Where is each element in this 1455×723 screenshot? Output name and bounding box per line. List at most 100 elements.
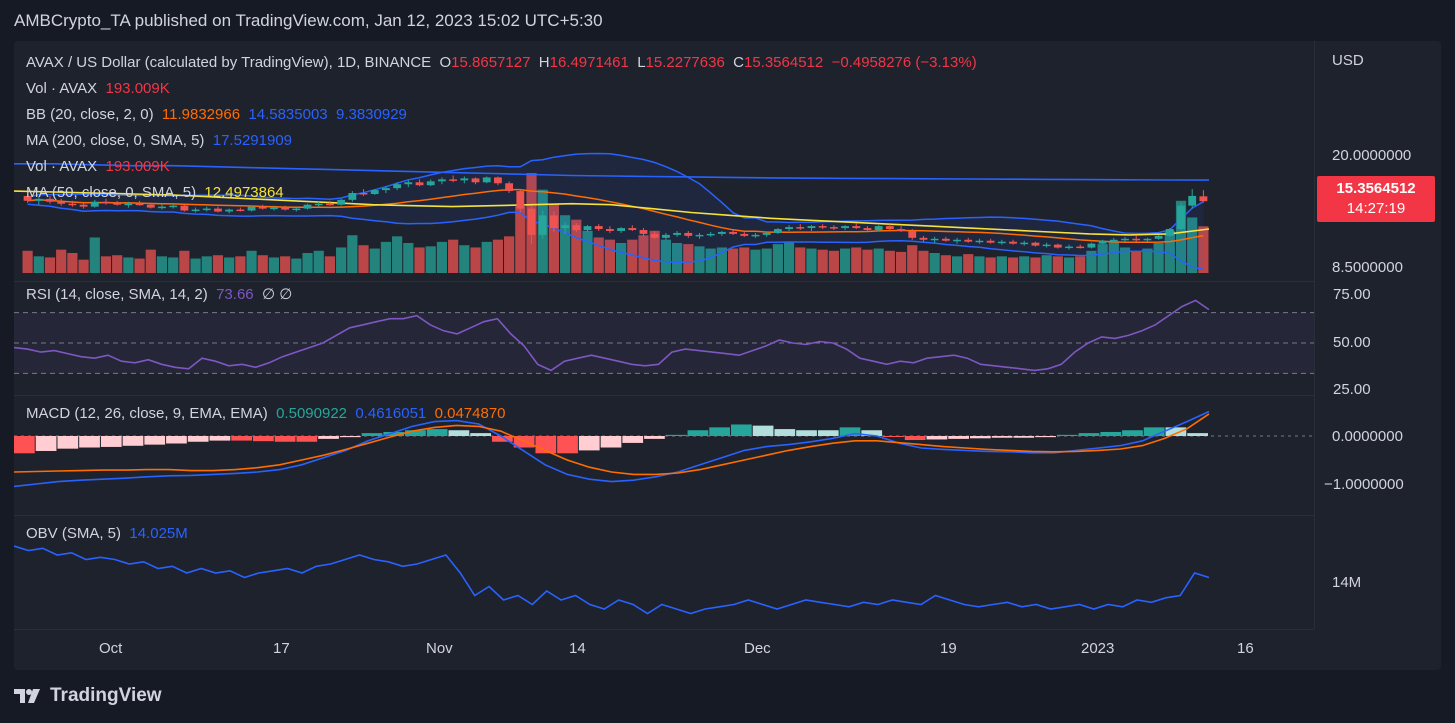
candle-body <box>1031 242 1040 246</box>
macd-histogram-bar <box>405 430 426 436</box>
tradingview-brand[interactable]: TradingView <box>14 685 162 707</box>
candle-body <box>941 238 950 241</box>
macd-histogram-bar <box>904 436 926 441</box>
legend-bb-row[interactable]: BB (20, close, 2, 0) 11.9832966 14.58350… <box>26 106 407 124</box>
legend-ma200-row[interactable]: MA (200, close, 0, SMA, 5) 17.5291909 <box>26 132 292 150</box>
x-tick-nov: Nov <box>426 640 453 657</box>
chart-svg[interactable] <box>14 41 1441 670</box>
candle-body <box>382 188 390 191</box>
volume-bar <box>280 256 291 273</box>
publish-title: AMBCrypto_TA published on TradingView.co… <box>14 11 603 30</box>
volume-bar <box>235 256 246 273</box>
chart-area[interactable]: AVAX / US Dollar (calculated by TradingV… <box>14 41 1441 670</box>
volume-bar <box>1086 250 1097 273</box>
legend-volume-row[interactable]: Vol · AVAX 193.009K <box>26 80 170 98</box>
macd-histogram-bar <box>426 429 448 436</box>
high-value: 16.4971461 <box>549 54 629 71</box>
candle-body <box>673 232 682 235</box>
obv-label: OBV (SMA, 5) <box>26 525 122 542</box>
candle-body <box>68 203 77 206</box>
candle-body <box>270 207 278 210</box>
candle-body <box>549 215 558 229</box>
change-value: −0.4958276 (−3.13%) <box>831 54 977 71</box>
candle-body <box>818 226 827 228</box>
volume-bar <box>1175 200 1187 273</box>
volume-bar <box>1075 256 1086 273</box>
candle-body <box>1177 205 1185 230</box>
legend-rsi-row[interactable]: RSI (14, close, SMA, 14, 2) 73.66 ∅ ∅ <box>26 286 292 304</box>
rsi-tick-25: 25.00 <box>1333 381 1371 398</box>
macd-histogram-bar <box>383 431 405 436</box>
volume-label: Vol · AVAX <box>26 80 98 97</box>
candle-body <box>124 203 133 206</box>
macd-hist-value: 0.5090922 <box>276 405 347 422</box>
volume-bar <box>358 245 369 273</box>
rsi-tick-75: 75.00 <box>1333 286 1371 303</box>
open-value: 15.8657127 <box>451 54 531 71</box>
volume-bar <box>190 258 201 273</box>
volume-bar <box>548 204 560 273</box>
volume-bar <box>851 247 862 273</box>
macd-tick-0: 0.0000000 <box>1332 428 1403 445</box>
volume-bar <box>504 236 515 273</box>
candle-body <box>79 204 88 207</box>
volume-bar <box>571 219 582 273</box>
candle-body <box>247 206 256 211</box>
last-price-badge: 15.3564512 14:27:19 <box>1317 176 1435 222</box>
candle-body <box>482 177 491 183</box>
volume-bar <box>436 241 448 273</box>
legend-ma50-row[interactable]: MA (50, close, 0, SMA, 5) 12.4973864 <box>26 184 284 202</box>
macd-line-value: 0.4616051 <box>355 405 427 422</box>
volume-bar <box>100 256 112 273</box>
volume-bar <box>1164 230 1175 273</box>
ma200-value: 17.5291909 <box>212 132 292 149</box>
volume-bar <box>873 248 884 273</box>
volume-bar <box>112 255 123 273</box>
rsi-value: 73.66 <box>216 286 254 303</box>
macd-histogram-bar <box>166 436 187 444</box>
pane-divider-time <box>14 629 1314 630</box>
candle-body <box>214 208 222 212</box>
candle-body <box>258 206 267 209</box>
legend-volume2-row[interactable]: Vol · AVAX 193.009K <box>26 158 170 176</box>
candle-body <box>538 215 547 235</box>
candle-body <box>415 182 424 186</box>
currency-label[interactable]: USD <box>1332 52 1364 69</box>
volume-bar <box>1108 241 1119 273</box>
volume-bar <box>996 256 1007 273</box>
macd-signal-line <box>14 413 1210 476</box>
macd-histogram-bar <box>644 436 665 439</box>
macd-histogram-bar <box>144 436 166 445</box>
macd-histogram-bar <box>687 430 709 436</box>
macd-histogram-bar <box>361 433 383 436</box>
candle-body <box>57 201 66 204</box>
legend-obv-row[interactable]: OBV (SMA, 5) 14.025M <box>26 525 188 543</box>
last-price-value: 15.3564512 <box>1336 180 1416 197</box>
rsi-label: RSI (14, close, SMA, 14, 2) <box>26 286 208 303</box>
volume-bar <box>78 259 89 273</box>
candle-body <box>684 232 693 236</box>
candle-body <box>986 240 995 243</box>
symbol-name[interactable]: AVAX / US Dollar (calculated by TradingV… <box>26 54 432 71</box>
candle-body <box>359 193 368 195</box>
candle-body <box>717 231 726 234</box>
macd-histogram-bar <box>209 436 231 441</box>
legend-macd-row[interactable]: MACD (12, 26, close, 9, EMA, EMA) 0.5090… <box>26 405 506 423</box>
candle-body <box>706 233 715 236</box>
macd-histogram-bar <box>1078 433 1100 436</box>
volume-bar <box>1041 255 1052 273</box>
volume-bar <box>448 239 459 273</box>
macd-histogram-bar <box>774 429 796 436</box>
candle-body <box>594 226 603 230</box>
volume-bar <box>616 243 627 273</box>
rsi-na-value: ∅ ∅ <box>261 286 293 303</box>
candle-body <box>180 205 189 211</box>
candle-body <box>762 232 771 235</box>
macd-histogram-bar <box>35 436 57 451</box>
macd-histogram-bar <box>492 436 513 442</box>
volume-bar <box>806 248 817 273</box>
candle-body <box>740 233 749 236</box>
candle-body <box>135 203 144 206</box>
macd-histogram-bar <box>1165 427 1187 436</box>
